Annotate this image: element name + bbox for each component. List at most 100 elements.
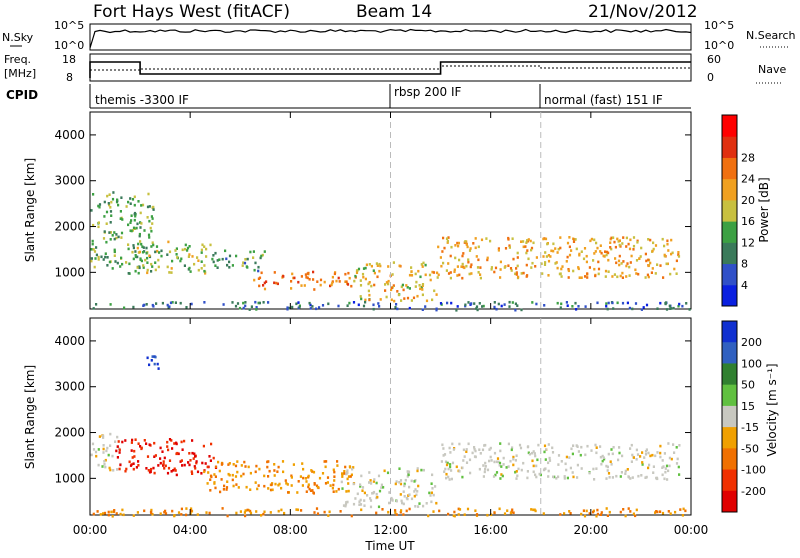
power-cell: [420, 263, 423, 266]
velocity-cell: [590, 449, 593, 452]
velocity-cell: [249, 471, 252, 475]
power-cell: [410, 266, 413, 269]
velocity-cell: [103, 460, 106, 463]
power-cell: [526, 249, 529, 252]
power-cell: [390, 288, 393, 292]
velocity-cell: [240, 474, 243, 478]
power-cell: [107, 202, 110, 205]
velocity-cell: [210, 475, 213, 479]
velocity-cell: [329, 484, 332, 487]
power-cell: [253, 278, 256, 282]
power-cell: [387, 282, 390, 286]
velocity-cell: [305, 490, 308, 493]
power-cell: [677, 253, 680, 257]
power-cell: [613, 240, 616, 244]
velocity-cell: [173, 467, 176, 471]
power-cell: [600, 251, 603, 255]
power-cell: [364, 266, 367, 270]
power-colorbar-tick: 20: [741, 194, 755, 207]
power-cell: [514, 272, 517, 276]
power-cell: [263, 281, 266, 285]
velocity-cell: [486, 513, 489, 517]
power-cell: [152, 243, 155, 247]
power-cell: [508, 300, 511, 304]
power-cell: [461, 276, 464, 280]
power-cell: [508, 305, 511, 308]
velocity-cell: [644, 476, 647, 479]
velocity-cell: [607, 472, 611, 475]
power-cell: [139, 240, 142, 243]
velocity-cell: [148, 363, 151, 367]
velocity-cell: [268, 469, 271, 473]
power-cell: [419, 287, 422, 291]
power-cell: [105, 210, 109, 214]
power-cell: [615, 261, 618, 265]
power-cell: [637, 272, 640, 276]
power-cell: [611, 301, 614, 305]
velocity-cell: [489, 455, 492, 459]
velocity-cell: [273, 474, 276, 477]
velocity-cell: [542, 512, 545, 515]
power-cell: [410, 299, 413, 302]
velocity-cell: [506, 509, 509, 512]
velocity-cell: [263, 510, 266, 514]
power-cell: [309, 303, 312, 307]
power-cell: [607, 301, 610, 305]
power-cell: [634, 302, 638, 305]
velocity-cell: [283, 511, 286, 515]
velocity-cell: [359, 498, 362, 502]
velocity-cell: [249, 488, 252, 491]
power-cell: [546, 242, 549, 246]
velocity-cell: [235, 511, 238, 515]
power-cell: [616, 275, 619, 279]
velocity-cell: [107, 513, 110, 517]
velocity-cell: [148, 443, 151, 446]
power-colorbar-label: Power [dB]: [757, 177, 771, 242]
velocity-cell: [583, 514, 587, 518]
velocity-cell: [659, 455, 662, 459]
velocity-cell: [137, 442, 140, 445]
power-cell: [453, 270, 456, 273]
velocity-cell: [458, 508, 462, 511]
power-cell: [129, 202, 132, 205]
velocity-cell: [243, 511, 246, 514]
power-cell: [152, 305, 155, 308]
power-cell: [135, 226, 138, 230]
velocity-cell: [664, 470, 667, 474]
velocity-cell: [452, 448, 455, 451]
power-cell: [245, 265, 248, 268]
power-cell: [504, 247, 508, 250]
power-cell: [146, 256, 149, 260]
power-cell: [446, 241, 449, 244]
velocity-cell: [516, 474, 519, 478]
velocity-cell: [530, 508, 533, 511]
power-cell: [117, 203, 120, 207]
power-cell: [592, 259, 595, 262]
power-cell: [677, 255, 681, 258]
power-cell: [323, 280, 326, 284]
velocity-cell: [361, 486, 365, 489]
velocity-cell: [512, 457, 515, 461]
power-cell: [460, 265, 463, 268]
velocity-cell: [457, 513, 460, 516]
velocity-cell: [239, 510, 242, 513]
velocity-cell: [532, 470, 535, 474]
velocity-cell: [679, 508, 682, 511]
velocity-cell: [674, 510, 677, 514]
velocity-cell: [403, 484, 406, 488]
velocity-cell: [593, 478, 596, 481]
velocity-cell: [102, 434, 105, 438]
noise-right-tick-top: 10^5: [704, 19, 734, 32]
power-cell: [160, 249, 163, 253]
velocity-cell: [344, 504, 347, 508]
power-cell: [507, 264, 510, 267]
power-cell: [398, 264, 401, 268]
power-cell: [348, 276, 351, 280]
velocity-cell: [387, 510, 390, 514]
power-cell: [557, 247, 560, 251]
power-cell: [138, 250, 141, 254]
velocity-cell: [136, 511, 139, 514]
velocity-cell: [214, 475, 217, 478]
power-cell: [645, 303, 649, 307]
power-cell: [150, 262, 153, 266]
